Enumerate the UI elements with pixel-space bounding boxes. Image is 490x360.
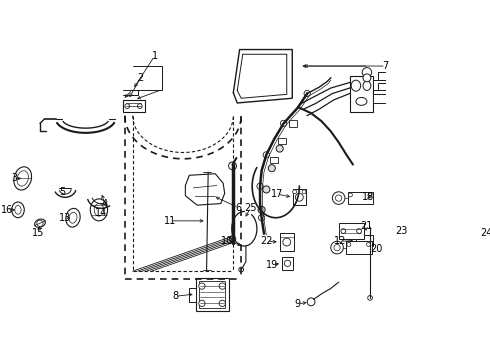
Bar	[409, 226, 428, 237]
Bar	[373, 80, 386, 90]
Circle shape	[229, 162, 237, 170]
Circle shape	[302, 190, 306, 194]
Circle shape	[304, 90, 310, 97]
Text: 23: 23	[395, 226, 408, 236]
Ellipse shape	[66, 208, 80, 227]
Ellipse shape	[363, 81, 371, 90]
Text: 22: 22	[260, 236, 272, 246]
Bar	[196, 278, 229, 311]
Circle shape	[219, 300, 225, 306]
Circle shape	[357, 229, 362, 233]
Text: 11: 11	[164, 216, 176, 226]
Ellipse shape	[14, 167, 31, 190]
Circle shape	[283, 238, 291, 246]
Circle shape	[362, 68, 371, 77]
Ellipse shape	[90, 199, 108, 221]
Circle shape	[331, 241, 343, 254]
Text: 6: 6	[235, 203, 241, 212]
Ellipse shape	[17, 171, 28, 186]
Ellipse shape	[94, 203, 104, 216]
Bar	[339, 223, 364, 239]
Circle shape	[257, 183, 263, 189]
Text: 1: 1	[152, 51, 158, 61]
Circle shape	[37, 220, 43, 226]
Circle shape	[347, 243, 351, 246]
Bar	[282, 257, 293, 270]
Circle shape	[199, 300, 205, 306]
Text: 9: 9	[294, 299, 301, 309]
Bar	[199, 282, 225, 308]
Circle shape	[125, 104, 129, 108]
Bar	[278, 138, 286, 144]
Circle shape	[219, 283, 225, 289]
Ellipse shape	[12, 202, 24, 218]
Text: 24: 24	[480, 229, 490, 238]
Bar	[356, 235, 373, 246]
Bar	[270, 157, 278, 163]
Bar	[378, 82, 389, 90]
Text: 17: 17	[271, 189, 284, 199]
Text: 4: 4	[101, 199, 107, 208]
Bar	[122, 100, 145, 112]
Text: 20: 20	[370, 244, 383, 254]
Circle shape	[269, 165, 275, 172]
Bar	[350, 76, 373, 112]
Ellipse shape	[69, 212, 77, 223]
Text: 8: 8	[172, 291, 178, 301]
Circle shape	[137, 104, 142, 108]
Circle shape	[229, 236, 236, 242]
Text: 16: 16	[1, 205, 13, 215]
Circle shape	[398, 228, 405, 234]
Ellipse shape	[351, 80, 361, 91]
Bar	[280, 233, 294, 251]
Text: 12: 12	[334, 236, 346, 246]
Circle shape	[368, 296, 372, 300]
Bar	[378, 72, 389, 80]
Circle shape	[307, 298, 315, 306]
Circle shape	[239, 267, 244, 272]
Text: 15: 15	[32, 229, 45, 238]
Circle shape	[367, 243, 370, 246]
Circle shape	[276, 145, 283, 152]
Text: 13: 13	[59, 213, 71, 223]
Circle shape	[295, 193, 303, 201]
Circle shape	[263, 186, 270, 193]
Text: 10: 10	[221, 236, 233, 246]
Ellipse shape	[356, 98, 367, 105]
Bar	[293, 189, 306, 205]
Circle shape	[263, 152, 270, 158]
Text: 5: 5	[59, 187, 65, 197]
Circle shape	[284, 260, 291, 266]
Circle shape	[199, 283, 205, 289]
Circle shape	[336, 195, 342, 201]
Text: 21: 21	[360, 221, 372, 231]
Circle shape	[293, 190, 296, 194]
Circle shape	[363, 74, 371, 82]
Circle shape	[341, 229, 346, 233]
Bar	[348, 192, 373, 204]
Circle shape	[332, 192, 345, 204]
Text: 3: 3	[12, 174, 18, 184]
Circle shape	[334, 244, 340, 251]
Text: 18: 18	[363, 192, 375, 202]
Ellipse shape	[35, 219, 46, 228]
Circle shape	[280, 120, 287, 127]
Text: 19: 19	[266, 260, 278, 270]
Circle shape	[348, 193, 352, 197]
Bar	[346, 241, 371, 254]
Text: 14: 14	[95, 208, 107, 218]
Bar	[373, 94, 386, 103]
Ellipse shape	[15, 206, 21, 214]
Circle shape	[258, 215, 265, 221]
Text: 2: 2	[138, 73, 144, 83]
Circle shape	[258, 206, 265, 213]
Circle shape	[368, 193, 372, 197]
Text: 25: 25	[245, 203, 257, 212]
Bar	[189, 288, 196, 302]
Bar	[289, 120, 297, 127]
Text: 7: 7	[383, 61, 389, 71]
